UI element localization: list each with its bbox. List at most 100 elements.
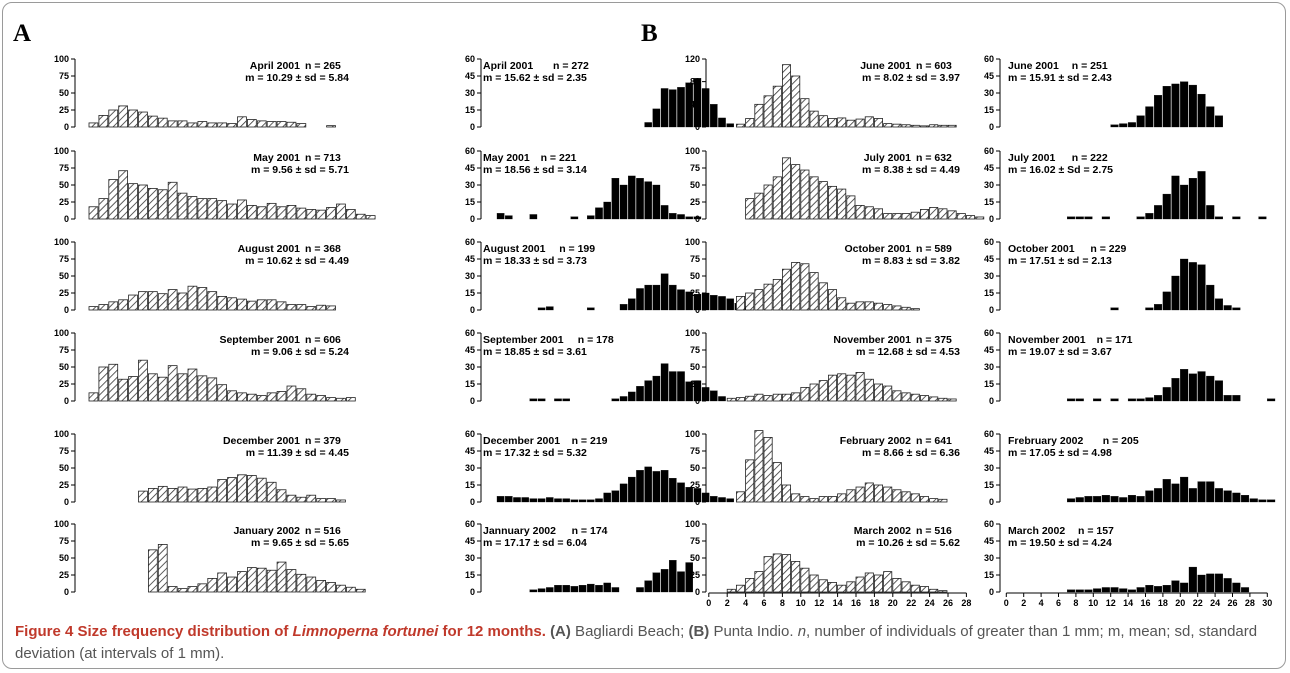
bar bbox=[837, 373, 847, 402]
bar bbox=[929, 588, 939, 593]
x-tick-label: 22 bbox=[1193, 598, 1203, 608]
n-label: n = 603 bbox=[916, 60, 952, 72]
x-axis-B2: 0 2 4 6 8 10 12 14 16 18 20 22 24 26 28 30 bbox=[1004, 592, 1272, 608]
y-tick-label: 0 bbox=[695, 587, 700, 597]
bar bbox=[1093, 398, 1102, 402]
y-tick-label: 100 bbox=[685, 429, 700, 439]
stats-label: m = 18.33 ± sd = 3.73 bbox=[483, 255, 587, 267]
bar bbox=[147, 291, 158, 311]
bar bbox=[809, 110, 819, 128]
bar bbox=[529, 398, 538, 402]
panel-letter-a: A bbox=[13, 20, 31, 47]
bar bbox=[529, 589, 538, 593]
bar bbox=[266, 202, 277, 220]
bar bbox=[828, 289, 838, 311]
bar bbox=[286, 304, 297, 311]
n-label: n = 219 bbox=[572, 435, 608, 447]
bar bbox=[513, 497, 521, 503]
bar bbox=[855, 204, 865, 220]
y-tick-label: 75 bbox=[690, 163, 700, 173]
y-tick-label: 30 bbox=[465, 180, 475, 190]
series-label: September 2001 bbox=[483, 334, 564, 346]
caption-text-b: Punta Indio. bbox=[709, 623, 798, 640]
bar bbox=[677, 289, 685, 311]
bar bbox=[864, 572, 874, 593]
bar bbox=[892, 489, 902, 503]
bar bbox=[745, 118, 755, 128]
bar bbox=[1171, 483, 1180, 503]
bar bbox=[326, 498, 336, 503]
bar bbox=[128, 294, 138, 311]
y-tick-label: 0 bbox=[470, 497, 475, 507]
bar bbox=[1162, 585, 1171, 593]
y-tick-label: 0 bbox=[989, 396, 994, 406]
bar bbox=[177, 588, 188, 593]
bar bbox=[1214, 488, 1223, 503]
y-tick-label: 45 bbox=[984, 446, 994, 456]
bar bbox=[595, 207, 603, 220]
bar bbox=[1232, 216, 1241, 220]
bar bbox=[883, 123, 893, 128]
y-tick-label: 15 bbox=[465, 288, 475, 298]
bar bbox=[167, 365, 178, 402]
bar bbox=[611, 490, 620, 503]
bar bbox=[901, 581, 911, 593]
bar bbox=[336, 397, 346, 402]
n-label: n = 171 bbox=[1097, 334, 1133, 346]
bar bbox=[554, 498, 562, 503]
bar bbox=[578, 499, 587, 503]
bar bbox=[710, 496, 718, 503]
y-tick-label: 75 bbox=[59, 536, 69, 546]
bar bbox=[772, 176, 782, 220]
bar bbox=[505, 215, 513, 220]
bar bbox=[296, 388, 307, 402]
bar bbox=[306, 494, 317, 503]
stats-label: m = 19.50 ± sd = 4.24 bbox=[1008, 537, 1112, 549]
bar bbox=[167, 586, 178, 593]
x-tick-label: 28 bbox=[961, 598, 971, 608]
bar bbox=[846, 489, 856, 503]
bar bbox=[177, 486, 188, 503]
y-tick-label: 0 bbox=[64, 214, 69, 224]
bar bbox=[1110, 307, 1119, 311]
y-tick-label: 45 bbox=[465, 163, 475, 173]
bar bbox=[855, 118, 865, 128]
bar bbox=[874, 383, 884, 402]
bar bbox=[1154, 488, 1163, 503]
bar bbox=[1223, 578, 1232, 593]
figure-caption: Figure 4 Size frequency distribution of … bbox=[15, 621, 1277, 665]
bar bbox=[956, 213, 966, 220]
bar bbox=[326, 207, 336, 220]
bar bbox=[1223, 490, 1232, 503]
bar bbox=[1249, 498, 1258, 503]
y-tick-label: 50 bbox=[59, 362, 69, 372]
bar bbox=[874, 484, 884, 503]
bar bbox=[611, 178, 620, 220]
bar bbox=[276, 391, 287, 402]
stats-label: m = 15.62 ± sd = 2.35 bbox=[483, 72, 587, 84]
bar bbox=[693, 78, 702, 128]
series-label: December 2001 bbox=[223, 435, 300, 447]
bar bbox=[167, 289, 178, 311]
bar bbox=[1206, 205, 1215, 220]
y-tick-label: 60 bbox=[984, 146, 994, 156]
bar bbox=[1119, 497, 1128, 503]
x-tick-label: 8 bbox=[780, 598, 785, 608]
bar bbox=[1232, 582, 1241, 593]
n-label: n = 205 bbox=[1103, 435, 1139, 447]
bar bbox=[237, 392, 247, 402]
bar bbox=[874, 208, 884, 220]
bar bbox=[652, 108, 661, 128]
y-tick-label: 45 bbox=[984, 254, 994, 264]
bar bbox=[1093, 588, 1102, 593]
y-tick-label: 15 bbox=[465, 480, 475, 490]
bar bbox=[929, 207, 939, 220]
bar bbox=[1154, 205, 1163, 220]
bar bbox=[496, 213, 505, 220]
bar bbox=[791, 561, 801, 593]
bar bbox=[1162, 193, 1171, 220]
y-tick-label: 50 bbox=[59, 180, 69, 190]
